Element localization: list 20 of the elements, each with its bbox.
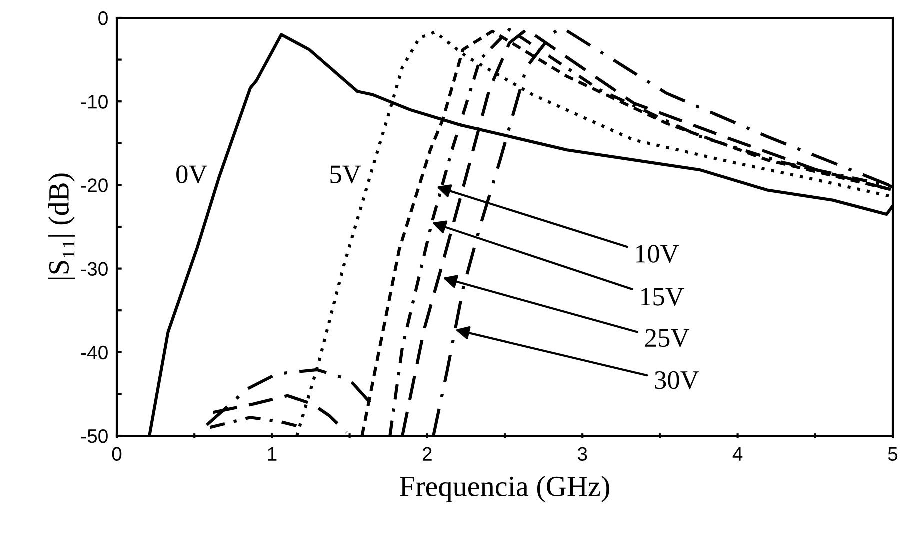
annotation: 0V xyxy=(176,166,208,184)
y-tick-label: 0 xyxy=(98,11,108,26)
x-axis-title: Frequencia (GHz) xyxy=(400,476,610,502)
x-tick-label: 1 xyxy=(268,447,277,461)
annotation: 30V xyxy=(655,371,700,390)
y-tick-label: -30 xyxy=(81,262,108,276)
annotation: 10V xyxy=(636,245,680,264)
annotation: 25V xyxy=(645,329,690,348)
x-tick-label: 0 xyxy=(112,447,122,462)
x-tick-label: 5 xyxy=(888,447,898,462)
x-tick-label: 3 xyxy=(578,447,588,462)
y-tick-label: -50 xyxy=(81,429,108,444)
x-tick-label: 4 xyxy=(732,447,743,461)
y-tick-label: -40 xyxy=(81,346,108,360)
y-tick-label: -10 xyxy=(81,95,108,109)
x-tick-label: 2 xyxy=(422,447,432,461)
annotation: 15V xyxy=(641,288,684,306)
y-tick-label: -20 xyxy=(81,178,108,192)
y-axis-title: |S₁₁| (dB) xyxy=(48,174,76,280)
annotation: 5V xyxy=(330,166,362,184)
